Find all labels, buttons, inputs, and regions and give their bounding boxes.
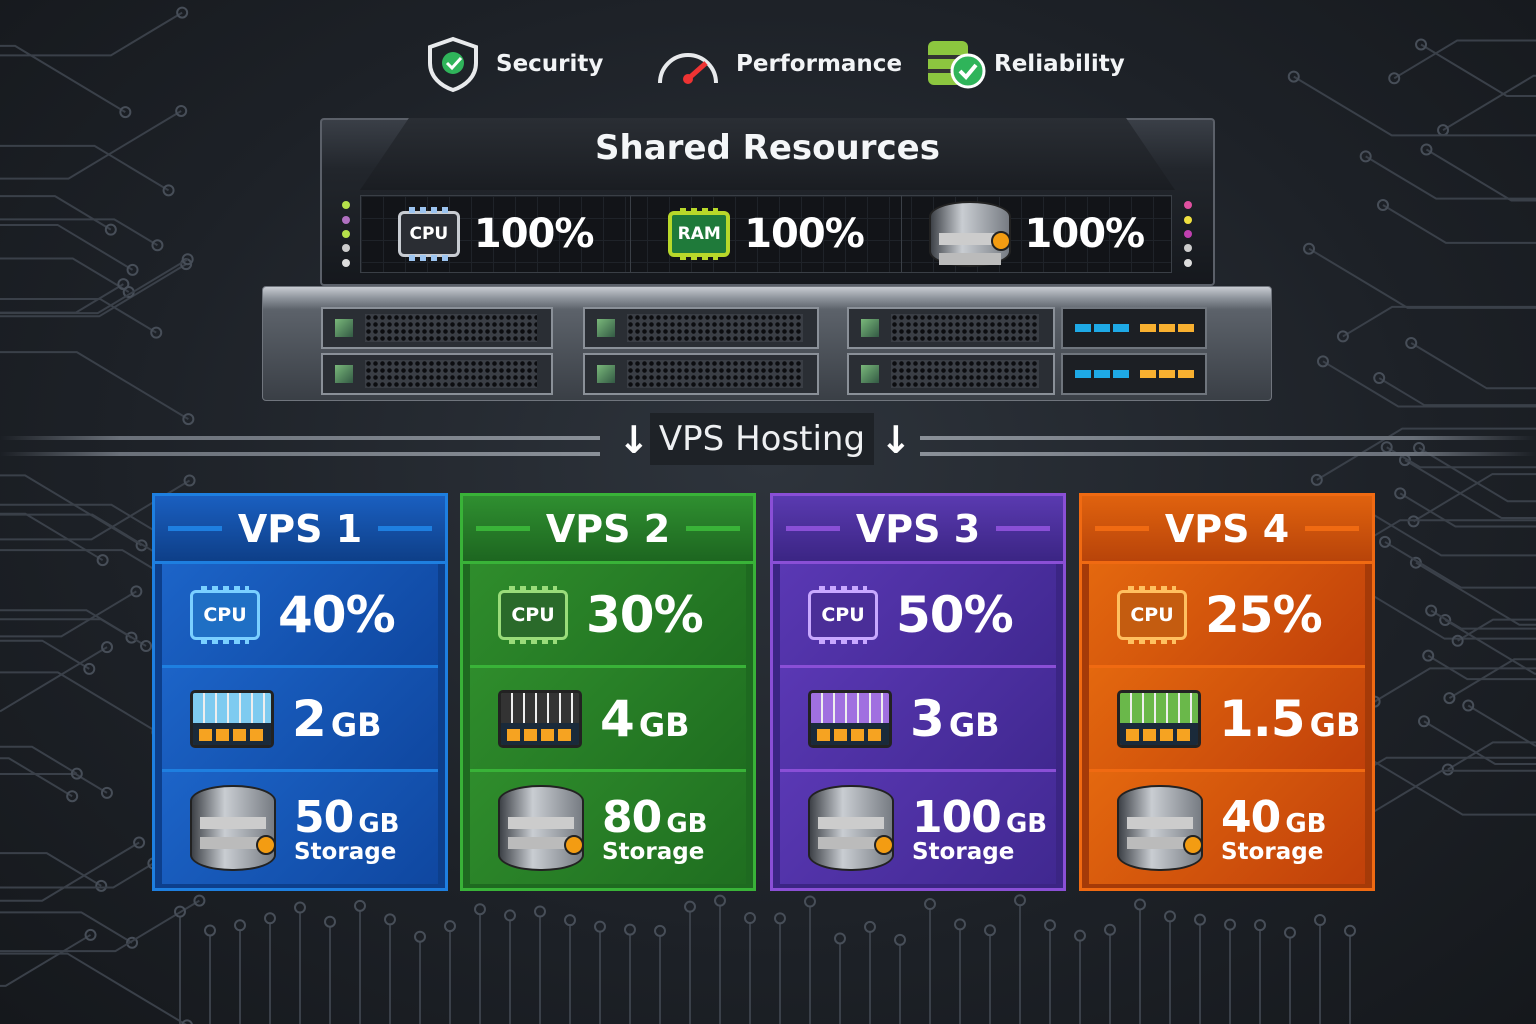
vps-storage-row: 100 GB Storage (780, 772, 1056, 884)
vps-cpu-value: 30% (586, 585, 704, 644)
feature-label: Reliability (994, 51, 1125, 77)
shared-cpu-value: 100% (473, 211, 595, 257)
vps-storage-value: 100 (912, 791, 1002, 843)
feature-reliability: Reliability (926, 38, 1125, 90)
vps-storage-label: Storage (602, 838, 705, 865)
ram-module-icon (190, 689, 274, 748)
vps-storage-label: Storage (1221, 838, 1324, 865)
vps-ram-unit: GB (330, 705, 382, 744)
vps-ram-unit: GB (638, 705, 690, 744)
vps-cpu-value: 50% (896, 585, 1014, 644)
storage-drive-icon (190, 785, 276, 871)
vps-ram-row: 3 GB (780, 668, 1056, 772)
feature-performance: Performance (654, 38, 902, 90)
ram-module-icon (1117, 689, 1201, 748)
vps-storage-unit: GB (1005, 808, 1048, 839)
vps-ram-value: 2 (292, 689, 327, 748)
shared-resources-display: CPU 100% RAM 100% 100% (360, 195, 1172, 273)
vps-card-header: VPS 2 (463, 496, 753, 564)
storage-drive-icon (1117, 785, 1203, 871)
vps-cpu-row: CPU 25% (1089, 564, 1365, 668)
server-title: Shared Resources (595, 128, 940, 168)
vps-ram-row: 4 GB (470, 668, 746, 772)
feature-label: Performance (736, 51, 903, 77)
vps-ram-value: 3 (910, 689, 945, 748)
vps-card-header: VPS 3 (773, 496, 1063, 564)
vps-card-1[interactable]: VPS 1 CPU 40% 2 GB 50 GB Storage (152, 493, 448, 891)
cpu-icon: CPU (808, 585, 878, 644)
cpu-icon: CPU (397, 207, 460, 261)
vps-ram-value: 4 (600, 689, 635, 748)
shared-cpu: CPU 100% (361, 196, 632, 272)
shield-check-icon (428, 36, 478, 93)
vps-ram-row: 1.5 GB (1089, 668, 1365, 772)
vps-ram-row: 2 GB (162, 668, 438, 772)
vps-storage-unit: GB (358, 808, 400, 839)
status-leds-left (332, 192, 360, 276)
feature-label: Security (496, 51, 604, 77)
vps-cpu-row: CPU 50% (780, 564, 1056, 668)
vps-storage-unit: GB (1285, 808, 1327, 839)
vps-card-4[interactable]: VPS 4 CPU 25% 1.5 GB 40 GB Storage (1079, 493, 1375, 891)
vps-card-header: VPS 4 (1082, 496, 1372, 564)
vps-name: VPS 2 (545, 506, 671, 551)
ram-module-icon (498, 689, 582, 748)
shared-ram: RAM 100% (631, 196, 902, 272)
cpu-icon: CPU (498, 585, 568, 644)
vps-cpu-row: CPU 30% (470, 564, 746, 668)
storage-drive-icon (498, 785, 584, 871)
server-chassis (262, 286, 1272, 401)
vps-storage-row: 80 GB Storage (470, 772, 746, 884)
shared-storage: 100% (902, 196, 1171, 272)
vps-storage-value: 40 (1221, 791, 1281, 843)
vps-name: VPS 1 (237, 506, 363, 551)
vps-hosting-label: VPS Hosting (650, 413, 874, 465)
ram-module-icon (808, 689, 892, 748)
vps-storage-row: 40 GB Storage (1089, 772, 1365, 884)
arrow-down-icon: ↓ (618, 418, 650, 462)
vps-name: VPS 3 (855, 506, 981, 551)
divider-line-right-2 (920, 452, 1536, 456)
vps-card-3[interactable]: VPS 3 CPU 50% 3 GB 100 GB Storage (770, 493, 1066, 891)
storage-icon (928, 201, 1011, 267)
vps-cpu-row: CPU 40% (162, 564, 438, 668)
vps-storage-label: Storage (294, 838, 397, 865)
vps-card-header: VPS 1 (155, 496, 445, 564)
vps-storage-value: 80 (602, 791, 662, 843)
database-check-icon (928, 41, 986, 89)
arrow-down-icon: ↓ (880, 418, 912, 462)
divider-line-left-2 (0, 452, 600, 456)
vps-name: VPS 4 (1164, 506, 1290, 551)
vps-storage-row: 50 GB Storage (162, 772, 438, 884)
server-lid (360, 118, 1175, 190)
feature-security: Security (424, 36, 604, 93)
vps-ram-unit: GB (948, 705, 1000, 744)
shared-storage-value: 100% (1024, 211, 1146, 257)
divider-line-right (920, 436, 1536, 440)
divider-line-left (0, 436, 600, 440)
storage-drive-icon (808, 785, 894, 871)
vps-cpu-value: 40% (278, 585, 396, 644)
cpu-icon: CPU (190, 585, 260, 644)
cpu-icon: CPU (1117, 585, 1187, 644)
ram-chip-icon: RAM (668, 208, 731, 260)
vps-card-2[interactable]: VPS 2 CPU 30% 4 GB 80 GB Storage (460, 493, 756, 891)
status-leds-right (1174, 192, 1202, 276)
vps-ram-value: 1.5 (1219, 689, 1306, 748)
vps-storage-value: 50 (294, 791, 354, 843)
vps-cpu-value: 25% (1205, 585, 1323, 644)
shared-ram-value: 100% (744, 211, 865, 257)
vps-ram-unit: GB (1309, 705, 1361, 744)
speedometer-icon (658, 53, 718, 84)
vps-storage-label: Storage (912, 838, 1015, 865)
vps-storage-unit: GB (666, 808, 708, 839)
